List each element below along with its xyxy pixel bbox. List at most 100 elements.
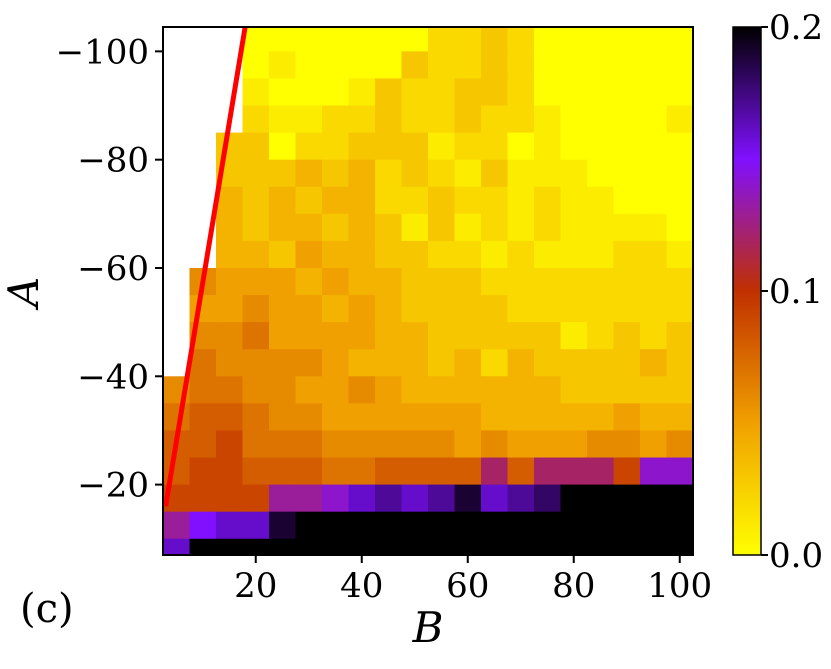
- heatmap-cell: [640, 511, 668, 540]
- heatmap-cell: [216, 403, 244, 432]
- heatmap-cell: [666, 376, 693, 404]
- heatmap-cell: [613, 27, 641, 52]
- heatmap-cell: [242, 430, 270, 459]
- heatmap-cell: [348, 376, 376, 404]
- heatmap-cell: [401, 27, 429, 52]
- heatmap-cell: [428, 78, 456, 107]
- heatmap-cell: [481, 295, 509, 323]
- heatmap-cell: [587, 295, 615, 323]
- heatmap-cell: [348, 403, 376, 432]
- heatmap-cell: [666, 213, 693, 242]
- heatmap-cell: [481, 349, 509, 377]
- heatmap-cell: [269, 51, 297, 80]
- heatmap-cell: [189, 538, 217, 555]
- heatmap-cell: [375, 295, 403, 323]
- heatmap-cell: [348, 538, 376, 555]
- heatmap-cell: [189, 376, 217, 404]
- heatmap-cell: [322, 105, 350, 134]
- heatmap-cell: [507, 132, 535, 161]
- heatmap-cell: [587, 240, 615, 269]
- heatmap-cell: [295, 267, 323, 296]
- heatmap-cell: [401, 51, 429, 80]
- heatmap-cell: [587, 349, 615, 377]
- heatmap-cell: [348, 511, 376, 540]
- heatmap-cell: [428, 430, 456, 459]
- heatmap-cell: [401, 78, 429, 107]
- heatmap-cell: [295, 349, 323, 377]
- y-tick-label: −80: [77, 141, 149, 181]
- heatmap-cell: [481, 213, 509, 242]
- heatmap-cell: [322, 457, 350, 486]
- heatmap-cell: [481, 511, 509, 540]
- heatmap-cell: [242, 78, 270, 107]
- heatmap-cell: [348, 27, 376, 52]
- heatmap-cell: [401, 159, 429, 188]
- heatmap-cell: [666, 484, 693, 513]
- heatmap-cell: [428, 322, 456, 350]
- heatmap-cell: [295, 295, 323, 323]
- heatmap-cell: [454, 240, 482, 269]
- heatmap-cell: [295, 403, 323, 432]
- heatmap-cell: [640, 457, 668, 486]
- heatmap-cell: [375, 213, 403, 242]
- heatmap-cell: [401, 322, 429, 350]
- heatmap-cell: [401, 295, 429, 323]
- heatmap-cell: [640, 349, 668, 377]
- heatmap-cell: [242, 213, 270, 242]
- heatmap-cell: [322, 186, 350, 215]
- heatmap-cell: [295, 186, 323, 215]
- heatmap-cell: [507, 349, 535, 377]
- heatmap-cell: [375, 132, 403, 161]
- heatmap-cell: [428, 295, 456, 323]
- heatmap-cell: [481, 403, 509, 432]
- heatmap-cell: [322, 322, 350, 350]
- heatmap-cell: [295, 159, 323, 188]
- heatmap-cell: [401, 186, 429, 215]
- heatmap-cell: [269, 484, 297, 513]
- y-axis-label: A: [0, 277, 48, 311]
- heatmap-cell: [269, 457, 297, 486]
- heatmap-cell: [295, 322, 323, 350]
- x-tick-label: 100: [647, 566, 712, 606]
- heatmap-cell: [242, 186, 270, 215]
- heatmap-cell: [481, 267, 509, 296]
- heatmap-cell: [428, 213, 456, 242]
- heatmap-cell: [640, 295, 668, 323]
- heatmap-cell: [454, 78, 482, 107]
- heatmap-cell: [613, 295, 641, 323]
- heatmap-cell: [507, 27, 535, 52]
- heatmap-cell: [507, 213, 535, 242]
- heatmap-cell: [560, 267, 588, 296]
- heatmap-cell: [560, 295, 588, 323]
- heatmap-cell: [454, 511, 482, 540]
- heatmap-cell: [666, 105, 693, 134]
- heatmap-cell: [454, 27, 482, 52]
- heatmap-cell: [375, 27, 403, 52]
- heatmap-cell: [587, 267, 615, 296]
- heatmap-cell: [348, 295, 376, 323]
- heatmap-cell: [189, 430, 217, 459]
- heatmap-cell: [242, 538, 270, 555]
- heatmap-cell: [613, 403, 641, 432]
- heatmap-cell: [242, 511, 270, 540]
- heatmap-cell: [428, 51, 456, 80]
- heatmap-cell: [560, 430, 588, 459]
- heatmap-cell: [322, 267, 350, 296]
- heatmap-cell: [454, 538, 482, 555]
- colorbar-axis: 0.0 0.1 0.2: [761, 8, 823, 576]
- heatmap-cell: [666, 511, 693, 540]
- heatmap-cell: [454, 376, 482, 404]
- heatmap-cell: [269, 349, 297, 377]
- heatmap-cell: [375, 240, 403, 269]
- heatmap-cell: [481, 240, 509, 269]
- heatmap-cell: [242, 51, 270, 80]
- heatmap-cell: [534, 457, 562, 486]
- y-tick-label: −40: [77, 357, 149, 397]
- heatmap-cell: [666, 267, 693, 296]
- heatmap-cell: [613, 105, 641, 134]
- heatmap-cell: [428, 403, 456, 432]
- heatmap-cell: [613, 322, 641, 350]
- heatmap-cell: [269, 403, 297, 432]
- heatmap-cell: [613, 376, 641, 404]
- heatmap-cell: [507, 538, 535, 555]
